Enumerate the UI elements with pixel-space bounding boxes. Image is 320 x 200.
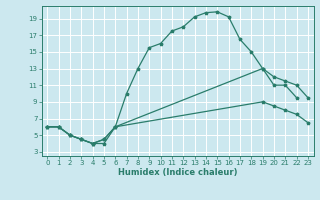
X-axis label: Humidex (Indice chaleur): Humidex (Indice chaleur) (118, 168, 237, 177)
